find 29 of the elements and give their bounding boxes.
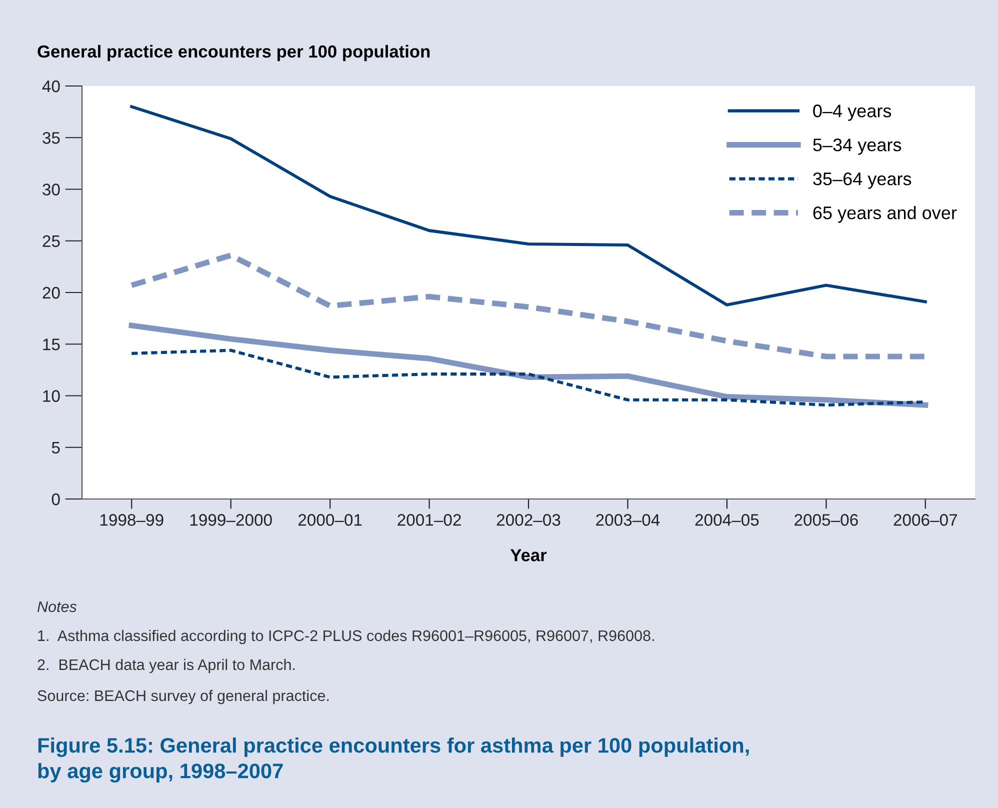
legend-label: 65 years and over	[813, 206, 957, 223]
y-axis-title: General practice encounters per 100 population	[38, 44, 430, 62]
y-tick-label: 30	[42, 184, 60, 196]
x-tick-label: 2004–05	[695, 514, 759, 526]
x-tick-label: 2002–03	[496, 514, 560, 526]
x-tick-label: 2001–02	[398, 514, 461, 526]
x-tick-label: 2003–04	[596, 514, 660, 526]
text: 1. Asthma classified according to ICPC-2 PLUS codes R96001–R96005, R96007, R96008.	[38, 630, 654, 644]
legend-label: 5–34 years	[813, 138, 902, 155]
y-tick-label: 5	[52, 442, 60, 454]
legend-label: 35–64 years	[813, 172, 912, 189]
x-tick-label: 2000–01	[298, 514, 362, 526]
text: Notes	[37, 601, 77, 612]
y-tick-label: 20	[42, 286, 60, 299]
source-note: Source: BEACH survey of general practice.	[38, 690, 329, 704]
y-tick-label: 25	[42, 235, 60, 248]
legend-label: 0–4 years	[813, 104, 892, 121]
y-tick-label: 10	[43, 390, 60, 402]
x-tick-label: 1999–2000	[190, 514, 272, 526]
text: Figure 5.15: General practice encounters for asthma per 100 population, by age group, 1998–2007	[38, 737, 749, 783]
y-tick-label: 15	[43, 338, 60, 350]
y-tick-label: 0	[52, 493, 60, 506]
x-tick-label: 2005–06	[794, 514, 858, 526]
text: 2. BEACH data year is April to March.	[38, 658, 295, 674]
x-tick-label: 1998–99	[100, 514, 164, 526]
x-tick-label: 2006–07	[894, 514, 957, 526]
y-tick-label: 40	[42, 80, 60, 92]
y-tick-label: 35	[42, 132, 60, 144]
x-axis-title: Year	[510, 549, 547, 562]
